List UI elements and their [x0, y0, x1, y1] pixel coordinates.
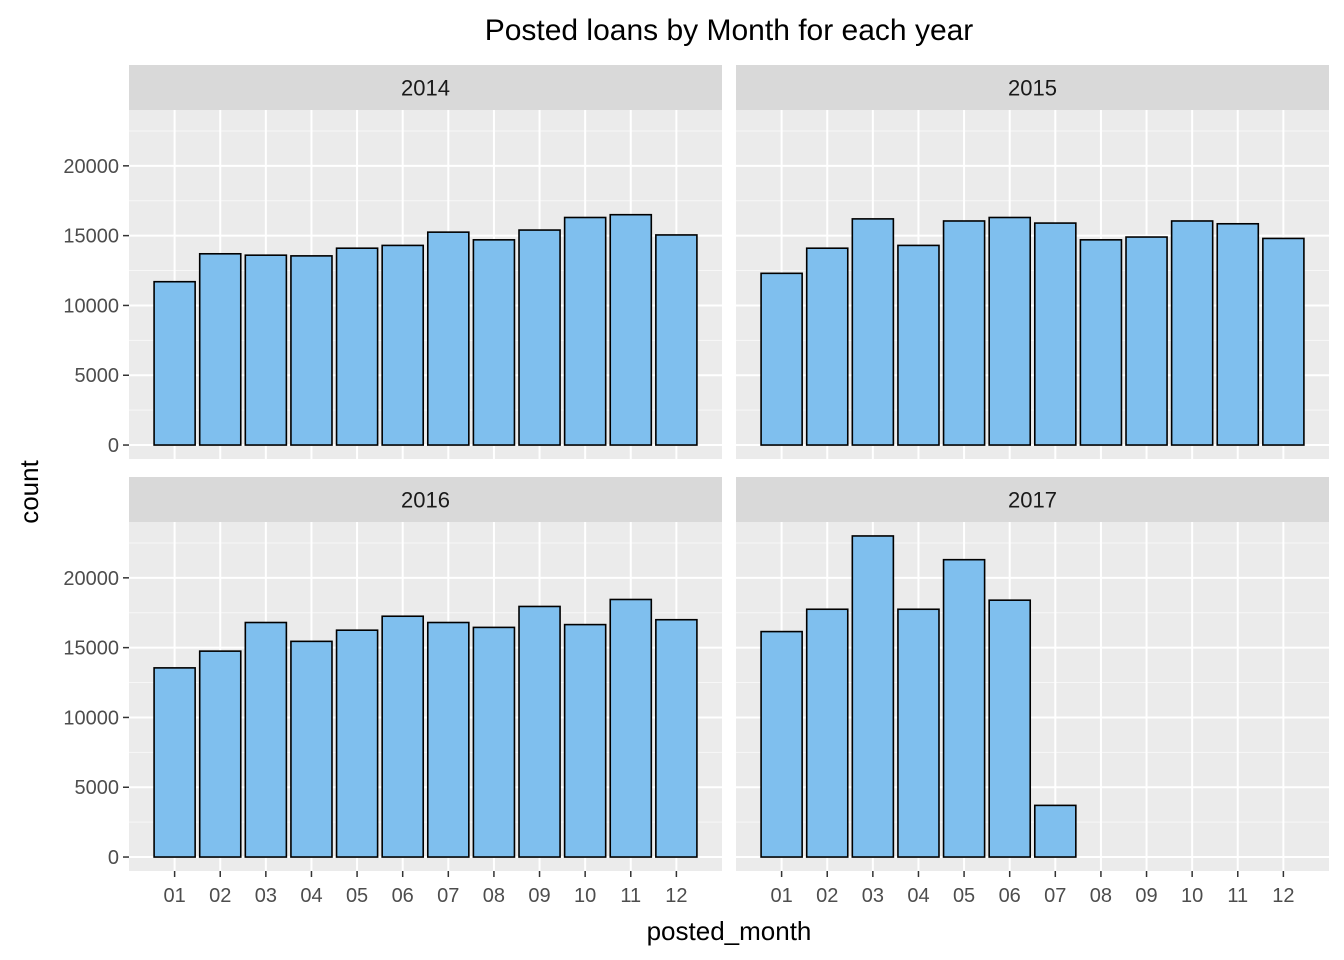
strip-label-2015: 2015	[1008, 76, 1057, 101]
bar-2016-06	[381, 615, 425, 858]
strip-label-2016: 2016	[401, 488, 450, 513]
bar-2015-08	[1079, 239, 1123, 446]
x-tick-label: 09	[528, 885, 550, 907]
bar-2015-06	[988, 216, 1032, 446]
strip-label-2014: 2014	[401, 76, 450, 101]
bar-2014-08	[472, 239, 516, 446]
bar-2015-05	[942, 220, 986, 446]
bar-2017-04	[897, 608, 940, 858]
bar-2014-11	[609, 213, 653, 446]
bar-2016-01	[153, 667, 196, 858]
y-tick-label: 0	[108, 847, 119, 869]
bar-2016-02	[198, 650, 242, 858]
y-tick-label: 20000	[63, 568, 119, 590]
x-tick-label: 04	[300, 885, 322, 907]
bar-2017-01	[760, 630, 803, 858]
bar-2015-10	[1170, 220, 1214, 446]
x-tick-label: 02	[209, 885, 231, 907]
bar-2014-12	[655, 234, 698, 446]
strip-2017	[736, 477, 1329, 522]
bar-2015-12	[1262, 237, 1305, 446]
strip-2015	[736, 65, 1329, 110]
y-tick-label: 15000	[63, 226, 119, 248]
bar-2014-09	[518, 229, 561, 446]
bar-2014-05	[335, 247, 379, 446]
bar-2015-11	[1216, 222, 1260, 446]
bar-2016-07	[426, 621, 470, 858]
bar-2014-02	[198, 252, 242, 446]
bar-2015-04	[897, 244, 940, 446]
bar-2015-02	[805, 247, 849, 446]
bar-2014-06	[381, 244, 425, 446]
x-tick-label: 04	[907, 885, 929, 907]
bar-2016-12	[655, 618, 698, 858]
y-tick-label: 20000	[63, 156, 119, 178]
strip-2014	[129, 65, 722, 110]
x-axis-label: posted_month	[647, 916, 812, 946]
x-tick-label: 01	[770, 885, 792, 907]
x-tick-label: 12	[665, 885, 687, 907]
y-tick-label: 10000	[63, 295, 119, 317]
x-tick-label: 10	[574, 885, 596, 907]
bar-2016-05	[335, 629, 379, 858]
bar-2015-03	[851, 218, 895, 446]
bar-2016-10	[563, 623, 607, 858]
bar-2014-04	[290, 255, 333, 446]
y-tick-label: 5000	[75, 365, 120, 387]
chart-title: Posted loans by Month for each year	[485, 14, 974, 47]
strip-label-2017: 2017	[1008, 488, 1057, 513]
x-tick-label: 06	[392, 885, 414, 907]
bar-2015-09	[1125, 236, 1168, 446]
bar-2016-09	[518, 605, 561, 858]
bar-2014-01	[153, 280, 196, 446]
x-tick-label: 05	[346, 885, 368, 907]
x-tick-label: 08	[1090, 885, 1112, 907]
bar-2014-07	[426, 231, 470, 446]
bar-2016-08	[472, 626, 516, 858]
bar-2017-03	[851, 535, 895, 858]
strip-2016	[129, 477, 722, 522]
bar-2017-06	[988, 599, 1032, 858]
bar-2014-10	[563, 216, 607, 446]
facet-2016: 2016 0 5000 10000 15000 20000 01 02 03 04 05 06 07 08…	[63, 477, 722, 907]
x-tick-label: 01	[163, 885, 185, 907]
facet-2014: 2014 0 5000 10000 15000 20000	[63, 65, 722, 459]
bar-2017-05	[942, 558, 986, 858]
x-tick-label: 03	[862, 885, 884, 907]
bar-2017-02	[805, 608, 849, 858]
x-tick-label: 02	[816, 885, 838, 907]
bar-2017-07	[1033, 804, 1077, 858]
y-tick-label: 15000	[63, 638, 119, 660]
x-tick-label: 06	[999, 885, 1021, 907]
y-tick-label: 5000	[75, 777, 120, 799]
x-tick-label: 08	[483, 885, 505, 907]
x-tick-label: 05	[953, 885, 975, 907]
bar-2015-01	[760, 272, 803, 446]
bar-2016-03	[244, 621, 288, 858]
bar-2014-03	[244, 254, 288, 446]
y-tick-label: 10000	[63, 707, 119, 729]
facet-2017: 2017 01 02 03 04 05 06 07 08 09 10 11 12	[736, 477, 1329, 907]
x-tick-label: 09	[1135, 885, 1157, 907]
bar-2015-07	[1033, 222, 1077, 446]
x-tick-label: 07	[1044, 885, 1066, 907]
bar-2016-11	[609, 598, 653, 858]
facet-2015: 2015	[736, 65, 1329, 459]
y-axis-label: count	[14, 459, 44, 523]
x-tick-label: 11	[620, 885, 641, 907]
x-tick-label: 11	[1227, 885, 1248, 907]
x-tick-label: 12	[1272, 885, 1294, 907]
bar-2016-04	[290, 640, 333, 858]
x-tick-label: 10	[1181, 885, 1203, 907]
facet-panels: 2014050001000015000200002015201605000100…	[63, 65, 1329, 907]
x-tick-label: 03	[255, 885, 277, 907]
y-tick-label: 0	[108, 435, 119, 457]
x-tick-label: 07	[437, 885, 459, 907]
